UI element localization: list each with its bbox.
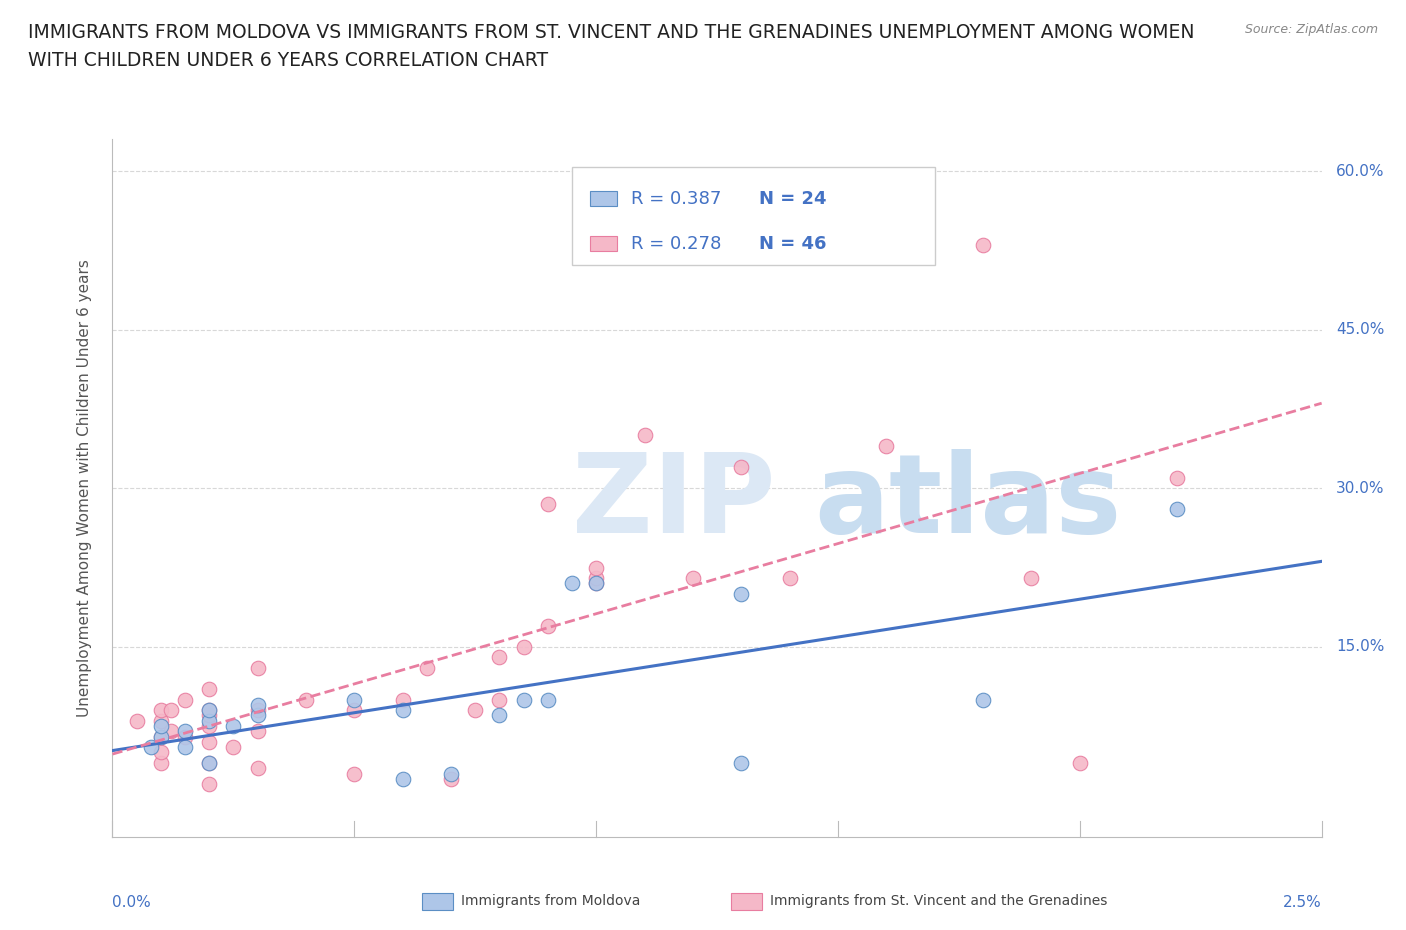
Point <box>149 713 172 728</box>
Point <box>246 724 269 738</box>
Point <box>464 703 486 718</box>
Text: 60.0%: 60.0% <box>1336 164 1385 179</box>
Point <box>159 703 181 718</box>
Point <box>416 660 439 675</box>
Point <box>391 692 413 707</box>
Point <box>149 729 172 744</box>
Point <box>730 755 752 770</box>
Text: 30.0%: 30.0% <box>1336 481 1385 496</box>
Point <box>198 703 221 718</box>
Point <box>174 724 197 738</box>
Text: N = 46: N = 46 <box>759 234 827 253</box>
Text: atlas: atlas <box>814 448 1121 556</box>
Point <box>488 692 510 707</box>
Point <box>149 729 172 744</box>
Point <box>222 719 245 734</box>
Bar <box>572 167 935 265</box>
Point <box>343 703 366 718</box>
Point <box>633 428 655 443</box>
Text: R = 0.278: R = 0.278 <box>631 234 721 253</box>
Text: N = 24: N = 24 <box>759 190 827 207</box>
Point <box>730 587 752 602</box>
Text: Immigrants from St. Vincent and the Grenadines: Immigrants from St. Vincent and the Gren… <box>770 894 1108 909</box>
Point <box>488 708 510 723</box>
Y-axis label: Unemployment Among Women with Children Under 6 years: Unemployment Among Women with Children U… <box>77 259 91 717</box>
Point <box>875 439 897 454</box>
Point <box>149 755 172 770</box>
Point <box>198 777 221 791</box>
Point <box>125 713 148 728</box>
Point <box>561 576 583 591</box>
Point <box>198 708 221 723</box>
Point <box>246 698 269 712</box>
Point <box>343 692 366 707</box>
Text: WITH CHILDREN UNDER 6 YEARS CORRELATION CHART: WITH CHILDREN UNDER 6 YEARS CORRELATION … <box>28 51 548 70</box>
Point <box>246 761 269 776</box>
Point <box>512 639 534 654</box>
Point <box>246 660 269 675</box>
Text: 15.0%: 15.0% <box>1336 639 1385 655</box>
Point <box>222 739 245 754</box>
Point <box>1069 755 1091 770</box>
Point <box>149 745 172 760</box>
Text: 0.0%: 0.0% <box>112 895 152 910</box>
Point <box>585 571 607 586</box>
Text: 45.0%: 45.0% <box>1336 322 1385 338</box>
Text: Source: ZipAtlas.com: Source: ZipAtlas.com <box>1244 23 1378 36</box>
Point <box>198 755 221 770</box>
Text: Immigrants from Moldova: Immigrants from Moldova <box>461 894 641 909</box>
Point <box>198 719 221 734</box>
Point <box>1166 471 1188 485</box>
Point <box>537 618 560 633</box>
Point <box>246 703 269 718</box>
Point <box>440 772 463 787</box>
Point <box>198 703 221 718</box>
Point <box>198 755 221 770</box>
Point <box>972 692 994 707</box>
Point <box>488 650 510 665</box>
Point <box>682 571 704 586</box>
Point <box>198 735 221 750</box>
Text: R = 0.387: R = 0.387 <box>631 190 721 207</box>
Point <box>198 713 221 728</box>
Point <box>537 497 560 512</box>
Point <box>391 703 413 718</box>
Point <box>1166 502 1188 517</box>
Point <box>141 739 163 754</box>
Point <box>1021 571 1043 586</box>
Point <box>149 719 172 734</box>
Point <box>391 772 413 787</box>
Point <box>779 571 801 586</box>
Text: 2.5%: 2.5% <box>1282 895 1322 910</box>
Point <box>585 576 607 591</box>
Point <box>972 238 994 253</box>
Point <box>174 729 197 744</box>
Point <box>174 692 197 707</box>
Text: ZIP: ZIP <box>572 448 775 556</box>
Point <box>730 459 752 474</box>
Point <box>343 766 366 781</box>
Point <box>198 682 221 697</box>
Point <box>149 703 172 718</box>
Point <box>174 739 197 754</box>
Point <box>585 560 607 575</box>
Point <box>159 724 181 738</box>
Text: IMMIGRANTS FROM MOLDOVA VS IMMIGRANTS FROM ST. VINCENT AND THE GRENADINES UNEMPL: IMMIGRANTS FROM MOLDOVA VS IMMIGRANTS FR… <box>28 23 1195 42</box>
Point <box>246 708 269 723</box>
Bar <box>591 191 617 206</box>
Point <box>537 692 560 707</box>
Bar <box>591 236 617 251</box>
Point <box>585 576 607 591</box>
Point <box>440 766 463 781</box>
Point <box>512 692 534 707</box>
Point <box>295 692 318 707</box>
